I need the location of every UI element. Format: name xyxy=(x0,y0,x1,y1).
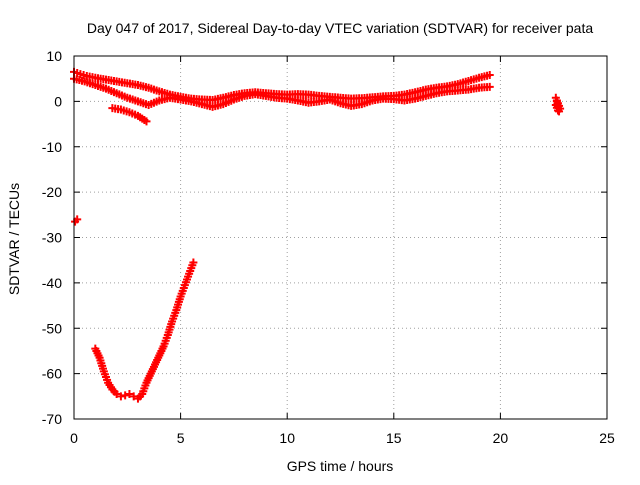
data-point xyxy=(553,106,562,115)
data-point xyxy=(142,117,151,126)
x-tick-label: 10 xyxy=(279,430,295,446)
data-point xyxy=(73,215,82,224)
y-axis-label: SDTVAR / TECUs xyxy=(6,183,22,295)
y-tick-label: -20 xyxy=(42,184,62,200)
data-point xyxy=(121,391,130,400)
y-tick-label: -70 xyxy=(42,411,62,427)
series-outlier xyxy=(71,215,82,226)
data-point xyxy=(189,258,198,267)
x-tick-label: 15 xyxy=(386,430,402,446)
series-main-track-lower xyxy=(70,74,494,111)
series-late-segment xyxy=(551,93,565,116)
series-early-branch xyxy=(108,104,151,126)
y-tick-label: -40 xyxy=(42,275,62,291)
y-tick-label: -10 xyxy=(42,139,62,155)
tick-labels: 0 5 10 15 20 25 10 0 -10 -20 -30 -40 -50 -60 -70 xyxy=(42,48,615,446)
plot-frame xyxy=(73,55,608,420)
y-tick-label: 10 xyxy=(46,48,62,64)
y-tick-label: -50 xyxy=(42,320,62,336)
grid-lines xyxy=(74,56,607,419)
data-point xyxy=(485,82,494,91)
chart-title: Day 047 of 2017, Sidereal Day-to-day VTE… xyxy=(87,20,594,36)
x-axis-label: GPS time / hours xyxy=(287,458,394,474)
y-tick-label: -60 xyxy=(42,366,62,382)
data-points xyxy=(70,67,565,403)
y-tick-label: 0 xyxy=(54,93,62,109)
x-tick-label: 20 xyxy=(493,430,509,446)
y-tick-label: -30 xyxy=(42,230,62,246)
data-point xyxy=(112,390,121,399)
data-point xyxy=(485,71,494,80)
x-tick-label: 25 xyxy=(599,430,615,446)
x-tick-label: 0 xyxy=(70,430,78,446)
data-point xyxy=(125,390,134,399)
x-tick-label: 5 xyxy=(177,430,185,446)
series-dip-track xyxy=(91,258,198,403)
